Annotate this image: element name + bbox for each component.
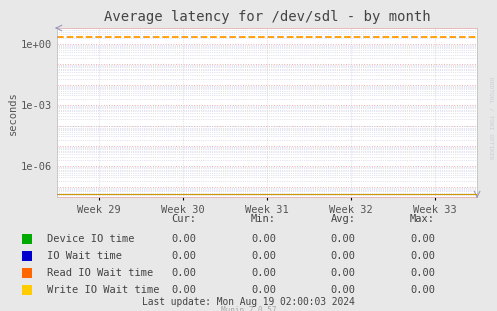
Text: Last update: Mon Aug 19 02:00:03 2024: Last update: Mon Aug 19 02:00:03 2024 [142, 297, 355, 307]
Text: 0.00: 0.00 [171, 268, 196, 278]
Text: Max:: Max: [410, 214, 435, 224]
Text: 0.00: 0.00 [410, 268, 435, 278]
Text: 0.00: 0.00 [410, 285, 435, 295]
Text: Munin 2.0.57: Munin 2.0.57 [221, 305, 276, 311]
Y-axis label: seconds: seconds [8, 91, 18, 135]
Text: Min:: Min: [251, 214, 276, 224]
Text: IO Wait time: IO Wait time [47, 251, 122, 261]
Text: RRDTOOL / TOBI OETIKER: RRDTOOL / TOBI OETIKER [489, 77, 494, 160]
Text: Read IO Wait time: Read IO Wait time [47, 268, 154, 278]
Text: 0.00: 0.00 [171, 285, 196, 295]
Text: Avg:: Avg: [331, 214, 355, 224]
Text: 0.00: 0.00 [331, 251, 355, 261]
Text: 0.00: 0.00 [410, 234, 435, 244]
Text: 0.00: 0.00 [251, 285, 276, 295]
Text: Cur:: Cur: [171, 214, 196, 224]
Text: 0.00: 0.00 [331, 285, 355, 295]
Text: 0.00: 0.00 [331, 234, 355, 244]
Text: 0.00: 0.00 [251, 251, 276, 261]
Text: 0.00: 0.00 [171, 234, 196, 244]
Text: 0.00: 0.00 [410, 251, 435, 261]
Text: 0.00: 0.00 [251, 234, 276, 244]
Text: Write IO Wait time: Write IO Wait time [47, 285, 160, 295]
Text: Device IO time: Device IO time [47, 234, 135, 244]
Title: Average latency for /dev/sdl - by month: Average latency for /dev/sdl - by month [104, 10, 430, 24]
Text: 0.00: 0.00 [331, 268, 355, 278]
Text: 0.00: 0.00 [171, 251, 196, 261]
Text: 0.00: 0.00 [251, 268, 276, 278]
